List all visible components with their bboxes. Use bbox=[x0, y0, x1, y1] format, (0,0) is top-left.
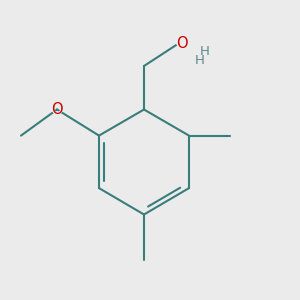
Text: H: H bbox=[200, 46, 209, 59]
Text: O: O bbox=[51, 102, 63, 117]
Text: O: O bbox=[174, 34, 189, 52]
Text: O: O bbox=[176, 36, 187, 51]
Text: O: O bbox=[50, 100, 64, 118]
Text: H: H bbox=[193, 52, 206, 68]
Text: H: H bbox=[195, 53, 204, 67]
